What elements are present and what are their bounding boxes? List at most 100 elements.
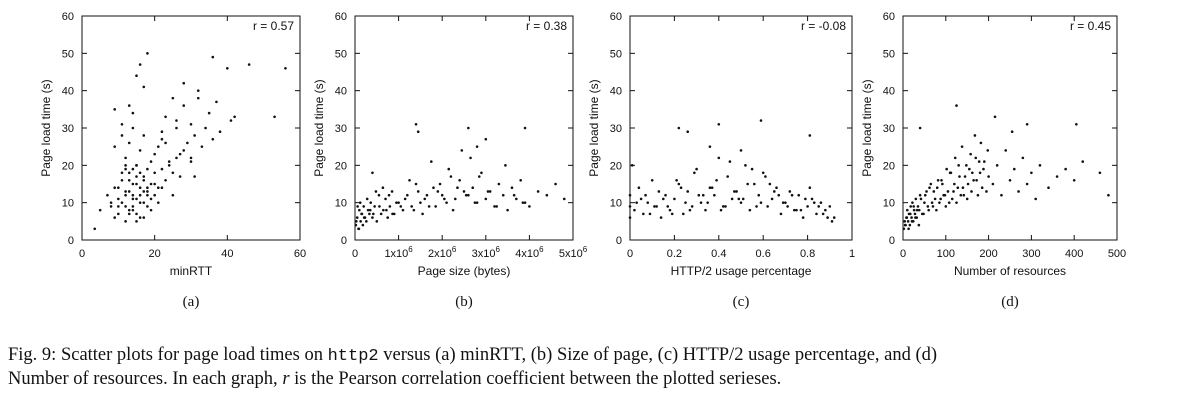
scatter-point: [768, 182, 772, 186]
scatter-point: [229, 119, 233, 122]
scatter-point: [135, 220, 138, 223]
scatter-point: [146, 52, 149, 55]
scatter-point: [925, 190, 928, 193]
y-tick-label: 20: [335, 160, 347, 172]
scatter-point: [416, 190, 420, 193]
scatter-point: [628, 205, 632, 208]
scatter-point: [536, 190, 540, 193]
scatter-point: [975, 178, 978, 182]
scatter-point: [434, 205, 437, 208]
scatter-point: [916, 205, 920, 208]
scatter-point: [799, 208, 803, 212]
scatter-point: [911, 201, 914, 204]
scatter-point: [432, 186, 435, 190]
scatter-point: [390, 190, 394, 193]
scatter-point: [960, 145, 964, 148]
scatter-point: [927, 208, 930, 212]
scatter-point: [912, 208, 916, 212]
caption-line1-rest: versus (a) minRTT, (b) Size of page, (c)…: [378, 345, 938, 365]
correlation-label: r = 0.45: [1070, 19, 1111, 33]
scatter-point: [690, 205, 694, 208]
scatter-point: [713, 193, 716, 197]
scatter-point: [664, 193, 667, 197]
scatter-point: [414, 122, 418, 126]
scatter-point: [944, 205, 948, 208]
scatter-point: [953, 182, 956, 186]
scatter-point: [443, 197, 446, 201]
scatter-point: [757, 193, 761, 197]
scatter-point: [124, 220, 127, 223]
scatter-point: [628, 216, 632, 219]
scatter-point: [127, 171, 131, 175]
scatter-point: [135, 197, 138, 201]
y-tick-label: 0: [68, 235, 74, 247]
scatter-point: [386, 216, 390, 219]
scatter-point: [830, 220, 834, 223]
scatter-point: [708, 186, 712, 190]
scatter-point: [993, 115, 997, 119]
y-axis-label: Page load time (s): [39, 79, 53, 176]
scatter-point: [371, 171, 374, 175]
scatter-point: [958, 175, 961, 178]
scatter-point: [445, 201, 448, 204]
y-tick-label: 50: [62, 48, 74, 60]
scatter-point: [388, 205, 392, 208]
scatter-point: [117, 186, 120, 190]
caption-line-1: Fig. 9: Scatter plots for page load time…: [8, 344, 1170, 368]
scatter-point: [109, 201, 113, 204]
x-tick-label: 0: [79, 248, 85, 260]
scatter-point: [142, 201, 146, 204]
y-tick-label: 50: [883, 48, 895, 60]
scatter-point: [748, 208, 752, 212]
scatter-point: [519, 178, 522, 182]
scatter-point: [980, 186, 984, 190]
scatter-point: [467, 126, 470, 130]
scatter-point: [117, 212, 120, 216]
scatter-point: [149, 182, 153, 186]
x-axis-label: Number of resources: [954, 264, 1066, 278]
scatter-point: [828, 205, 832, 208]
scatter-point: [978, 171, 982, 175]
scatter-point: [1038, 164, 1042, 167]
scatter-point: [717, 122, 721, 126]
scatter-point: [175, 156, 178, 160]
scatter-point: [704, 208, 707, 212]
scatter-point: [662, 197, 665, 201]
x-tick-label: 400: [1065, 248, 1083, 260]
scatter-point: [910, 220, 914, 223]
y-tick-label: 30: [62, 123, 74, 135]
scatter-point: [1107, 193, 1110, 197]
scatter-point: [365, 197, 369, 201]
scatter-point: [905, 216, 909, 219]
x-tick-label: 4x106: [515, 245, 544, 260]
scatter-point: [120, 178, 124, 182]
scatter-point: [832, 216, 836, 219]
scatter-point: [131, 167, 135, 171]
scatter-point: [142, 190, 146, 193]
scatter-point: [506, 208, 509, 212]
scatter-point: [464, 193, 468, 197]
scatter-point: [938, 201, 941, 204]
figure-caption: Fig. 9: Scatter plots for page load time…: [8, 344, 1170, 390]
scatter-point: [469, 156, 472, 160]
scatter-point: [968, 167, 971, 171]
scatter-point: [957, 164, 960, 167]
scatter-point: [164, 141, 167, 145]
scatter-panel-1: 0 10 20 30 40 50 60 0 20 40 60 r = 0.57 minRTT Page l…: [39, 11, 306, 310]
scatter-point: [131, 126, 135, 130]
x-tick-label: 5x106: [559, 245, 588, 260]
scatter-point: [912, 205, 915, 208]
scatter-point: [995, 164, 999, 167]
scatter-point: [149, 208, 153, 212]
x-tick-label: 0.4: [711, 248, 726, 260]
scatter-point: [473, 201, 477, 204]
scatter-point: [915, 208, 919, 212]
scatter-point: [120, 122, 124, 126]
scatter-point: [1008, 178, 1012, 182]
scatter-point: [523, 126, 527, 130]
y-tick-label: 60: [62, 11, 74, 23]
scatter-point: [164, 178, 167, 182]
scatter-point: [189, 156, 193, 160]
scatter-point: [233, 115, 236, 119]
